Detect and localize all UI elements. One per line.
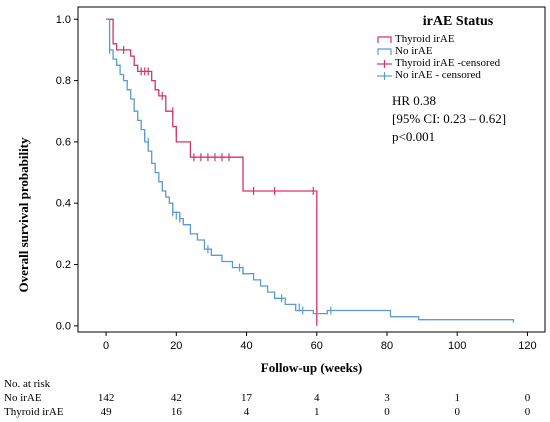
legend-entry: No irAE bbox=[395, 45, 433, 57]
y-tick-label: 0.0 bbox=[56, 320, 71, 332]
legend-title: irAE Status bbox=[422, 14, 494, 29]
risk-table-title: No. at risk bbox=[4, 378, 51, 390]
x-tick-label: 100 bbox=[448, 340, 466, 352]
x-tick-label: 60 bbox=[311, 340, 323, 352]
risk-count: 1 bbox=[454, 392, 460, 404]
x-tick-label: 20 bbox=[170, 340, 182, 352]
legend-entry: Thyroid irAE bbox=[395, 33, 455, 45]
risk-count: 142 bbox=[97, 392, 115, 404]
y-axis-label: Overall survival probability bbox=[16, 137, 31, 293]
legend-line-swatch bbox=[377, 36, 392, 43]
series-line-no-irae bbox=[106, 18, 515, 323]
x-tick-label: 120 bbox=[518, 340, 536, 352]
x-axis-label: Follow-up (weeks) bbox=[261, 360, 362, 375]
risk-count: 17 bbox=[241, 392, 253, 404]
risk-count: 4 bbox=[243, 406, 250, 418]
x-tick-label: 80 bbox=[381, 340, 393, 352]
confidence-interval-text: [95% CI: 0.23 – 0.62] bbox=[392, 111, 507, 126]
legend-entry: Thyroid irAE -censored bbox=[395, 57, 501, 69]
plot-axes: 0.0 0.2 0.4 0.6 0.8 1.0 0 20 40 60 80 100 120 Follow-… bbox=[56, 6, 546, 375]
risk-count: 16 bbox=[170, 406, 182, 418]
y-tick-label: 0.6 bbox=[56, 136, 71, 148]
risk-row-label: Thyroid irAE bbox=[4, 406, 64, 418]
legend-line-swatch bbox=[377, 48, 392, 55]
risk-count: 4 bbox=[314, 392, 320, 404]
risk-count: 0 bbox=[524, 392, 531, 404]
plot-frame bbox=[77, 6, 546, 333]
hazard-ratio-annotation: HR 0.38 [95% CI: 0.23 – 0.62] p<0.001 bbox=[392, 92, 506, 146]
y-tick-label: 1.0 bbox=[56, 14, 71, 26]
x-tick-label: 40 bbox=[240, 340, 252, 352]
p-value-text: p<0.001 bbox=[392, 129, 436, 144]
legend-swatches bbox=[377, 36, 392, 80]
legend-entry: No irAE - censored bbox=[395, 69, 481, 81]
hazard-ratio-text: HR 0.38 bbox=[392, 93, 437, 108]
y-axis-label-wrap: Overall survival probability bbox=[14, 100, 34, 330]
x-tick-label: 0 bbox=[103, 340, 109, 352]
risk-count: 0 bbox=[524, 406, 531, 418]
risk-count: 0 bbox=[384, 406, 390, 418]
risk-count: 1 bbox=[314, 406, 320, 418]
series-line-thyroid-irae bbox=[106, 18, 318, 326]
survival-curves bbox=[106, 18, 515, 326]
risk-count: 0 bbox=[454, 406, 460, 418]
risk-count: 49 bbox=[100, 406, 112, 418]
risk-row-label: No irAE bbox=[4, 392, 42, 404]
y-tick-label: 0.8 bbox=[56, 75, 71, 87]
risk-count: 3 bbox=[384, 392, 390, 404]
y-tick-label: 0.2 bbox=[56, 259, 71, 271]
risk-count: 42 bbox=[170, 392, 182, 404]
y-tick-label: 0.4 bbox=[56, 198, 71, 210]
